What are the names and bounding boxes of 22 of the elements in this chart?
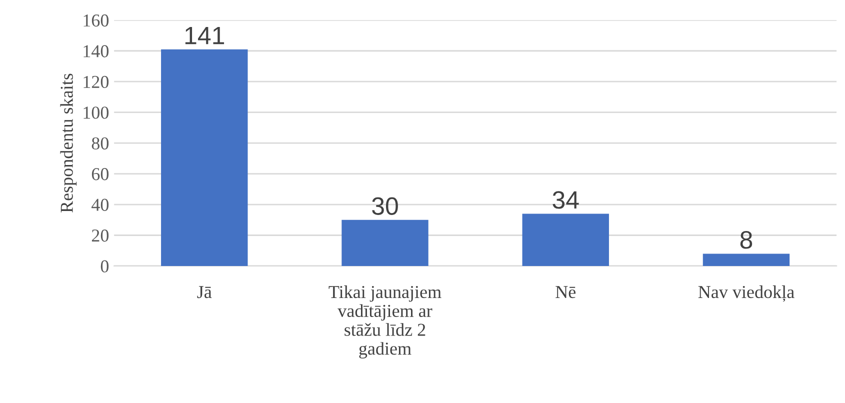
- data-label: 30: [372, 197, 398, 215]
- x-tick-label: Tikai jaunajiem vadītājiem ar stāžu līdz 2 gadiem: [328, 285, 442, 358]
- x-tick-label: Jā: [197, 286, 212, 298]
- data-label: 141: [185, 26, 224, 44]
- y-tick-label: 140: [84, 45, 109, 58]
- y-tick-label: 100: [84, 106, 109, 119]
- y-tick-label: 20: [92, 230, 109, 242]
- bar: [161, 49, 248, 266]
- x-tick-label: Nav viedokļa: [698, 285, 794, 302]
- y-axis-title: Respondentu skaits: [60, 74, 77, 213]
- y-tick-label: 60: [92, 168, 109, 180]
- data-label: 8: [740, 231, 752, 249]
- bar: [702, 254, 790, 266]
- x-tick-label: Nē: [556, 286, 576, 298]
- bar: [342, 220, 428, 266]
- bar: [522, 214, 609, 266]
- y-tick-label: 120: [84, 76, 109, 88]
- y-tick-label: 0: [100, 260, 109, 272]
- y-tick-label: 160: [84, 14, 109, 27]
- data-label: 34: [552, 191, 579, 209]
- y-tick-label: 80: [92, 137, 109, 150]
- y-tick-label: 40: [92, 198, 109, 211]
